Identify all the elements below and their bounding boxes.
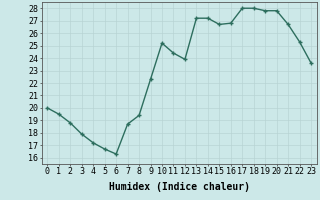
X-axis label: Humidex (Indice chaleur): Humidex (Indice chaleur)	[109, 182, 250, 192]
